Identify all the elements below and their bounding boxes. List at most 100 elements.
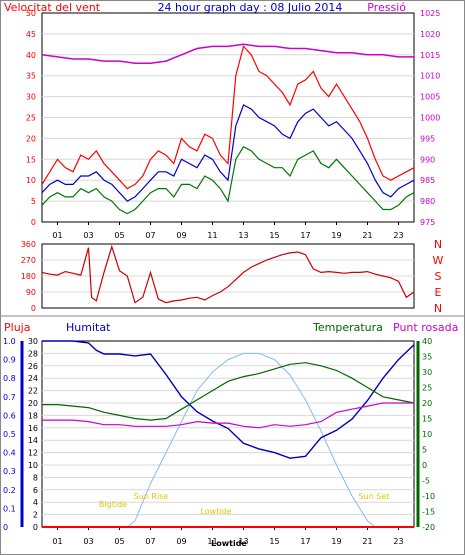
climate-x-tick-label: 13 <box>238 537 248 546</box>
dew-y-tick: 12 <box>28 449 38 458</box>
dew-y-tick: 30 <box>28 337 38 346</box>
legend-rain: Pluja <box>4 321 30 334</box>
rain-y-tick: 0.3 <box>3 467 16 476</box>
dew-y-tick: 20 <box>28 399 38 408</box>
temperature-y-tick: 25 <box>422 384 432 393</box>
climate-x-tick-label: 15 <box>269 537 279 546</box>
wind-y-tick: 15 <box>26 155 36 164</box>
dew-y-tick: 10 <box>28 461 38 470</box>
dew-y-tick: 0 <box>33 523 38 532</box>
dew-y-tick: 16 <box>28 424 38 433</box>
tide-low-label: Lowtide <box>200 507 231 516</box>
humidity-line <box>42 340 415 459</box>
rain-y-tick: 0 <box>3 523 8 532</box>
climate-x-tick-label: 03 <box>83 537 93 546</box>
climate-x-tick-label: 07 <box>145 537 155 546</box>
compass-label: N <box>434 238 442 251</box>
wind-speed-line <box>41 146 415 215</box>
direction-y-tick: 270 <box>21 256 36 265</box>
pressure-y-tick: 1005 <box>420 93 440 102</box>
wind-x-tick-label: 21 <box>362 231 372 240</box>
dew-y-tick: 18 <box>28 411 38 420</box>
dew-y-tick: 14 <box>28 436 38 445</box>
direction-y-tick: 90 <box>26 288 36 297</box>
chart-panels: 5045403530252015105010251020101510101005… <box>3 9 444 548</box>
temperature-y-tick: -5 <box>422 477 430 486</box>
pressure-y-tick: 975 <box>420 218 435 227</box>
dew-y-tick: 8 <box>33 473 38 482</box>
wind-speed-title: Velocitat del vent <box>4 1 101 14</box>
dew-point-line <box>42 402 414 429</box>
temperature-y-tick: 10 <box>422 430 432 439</box>
wind-y-tick: 40 <box>26 51 36 60</box>
climate-x-tick-label: 17 <box>300 537 310 546</box>
wind-average-line <box>41 104 415 202</box>
rain-y-tick: 0.9 <box>3 356 16 365</box>
temperature-y-tick: 35 <box>422 353 432 362</box>
sun-elevation-curve <box>126 352 376 528</box>
chart-title: 24 hour graph day : 08 Julio 2014 <box>158 1 343 14</box>
temperature-y-tick: 15 <box>422 415 432 424</box>
direction-y-tick: 180 <box>21 272 36 281</box>
wind-y-tick: 50 <box>26 9 36 18</box>
rain-y-tick: 0.2 <box>3 486 16 495</box>
temperature-y-tick: 40 <box>422 337 432 346</box>
tide-high-label: Bigtide <box>99 500 127 509</box>
wind-x-tick-label: 11 <box>207 231 217 240</box>
compass-label: W <box>433 254 444 267</box>
legend-temperature: Temperatura <box>312 321 383 334</box>
dew-y-tick: 28 <box>28 349 38 358</box>
legend-humidity: Humitat <box>66 321 111 334</box>
rain-y-tick: 0.5 <box>3 430 16 439</box>
wind-y-tick: 25 <box>26 114 36 123</box>
direction-y-tick: 0 <box>31 304 36 313</box>
wind-y-tick: 10 <box>26 176 36 185</box>
wind-y-tick: 45 <box>26 30 36 39</box>
wind-y-tick: 35 <box>26 72 36 81</box>
rain-y-tick: 0.7 <box>3 393 16 402</box>
wind-direction-trace <box>41 244 415 304</box>
temperature-y-tick: 20 <box>422 399 432 408</box>
climate-x-tick-label: 11 <box>207 537 217 546</box>
pressure-y-tick: 985 <box>420 176 435 185</box>
wind-y-tick: 30 <box>26 93 36 102</box>
tide-low-bottom-label: Lowtide <box>211 539 247 548</box>
compass-label: N <box>434 302 442 315</box>
pressure-y-tick: 1020 <box>420 30 440 39</box>
wind-x-tick-label: 13 <box>238 231 248 240</box>
pressure-y-tick: 990 <box>420 155 435 164</box>
temperature-y-tick: 0 <box>422 461 427 470</box>
climate-x-tick-label: 05 <box>114 537 124 546</box>
sun-set-label: Sun Set <box>359 492 390 501</box>
pressure-y-tick: 1010 <box>420 72 440 81</box>
dew-y-tick: 4 <box>33 498 38 507</box>
wind-x-tick-label: 05 <box>114 231 124 240</box>
pressure-y-tick: 1025 <box>420 9 440 18</box>
wind-x-tick-label: 19 <box>331 231 341 240</box>
pressure-y-tick: 1015 <box>420 51 440 60</box>
dew-y-tick: 22 <box>28 387 38 396</box>
compass-label: S <box>435 270 442 283</box>
temperature-line <box>42 362 415 421</box>
temperature-y-tick: -10 <box>422 492 435 501</box>
wind-y-tick: 0 <box>31 218 36 227</box>
pressure-y-tick: 995 <box>420 134 435 143</box>
wind-gust-line <box>41 45 415 190</box>
temperature-y-tick: -15 <box>422 508 435 517</box>
climate-x-tick-label: 09 <box>176 537 186 546</box>
rain-y-tick: 0.1 <box>3 504 16 513</box>
wind-y-tick: 20 <box>26 134 36 143</box>
rain-y-tick: 0.4 <box>3 449 16 458</box>
dew-y-tick: 24 <box>28 374 38 383</box>
compass-label: E <box>435 286 442 299</box>
temperature-y-tick: 5 <box>422 446 427 455</box>
direction-y-tick: 360 <box>21 240 36 249</box>
rain-y-tick: 1.0 <box>3 337 16 346</box>
rain-y-tick: 0.8 <box>3 374 16 383</box>
pressure-y-tick: 980 <box>420 197 435 206</box>
wind-x-tick-label: 09 <box>176 231 186 240</box>
wind-x-tick-label: 07 <box>145 231 155 240</box>
wind-x-tick-label: 01 <box>52 231 62 240</box>
wind-x-tick-label: 15 <box>269 231 279 240</box>
